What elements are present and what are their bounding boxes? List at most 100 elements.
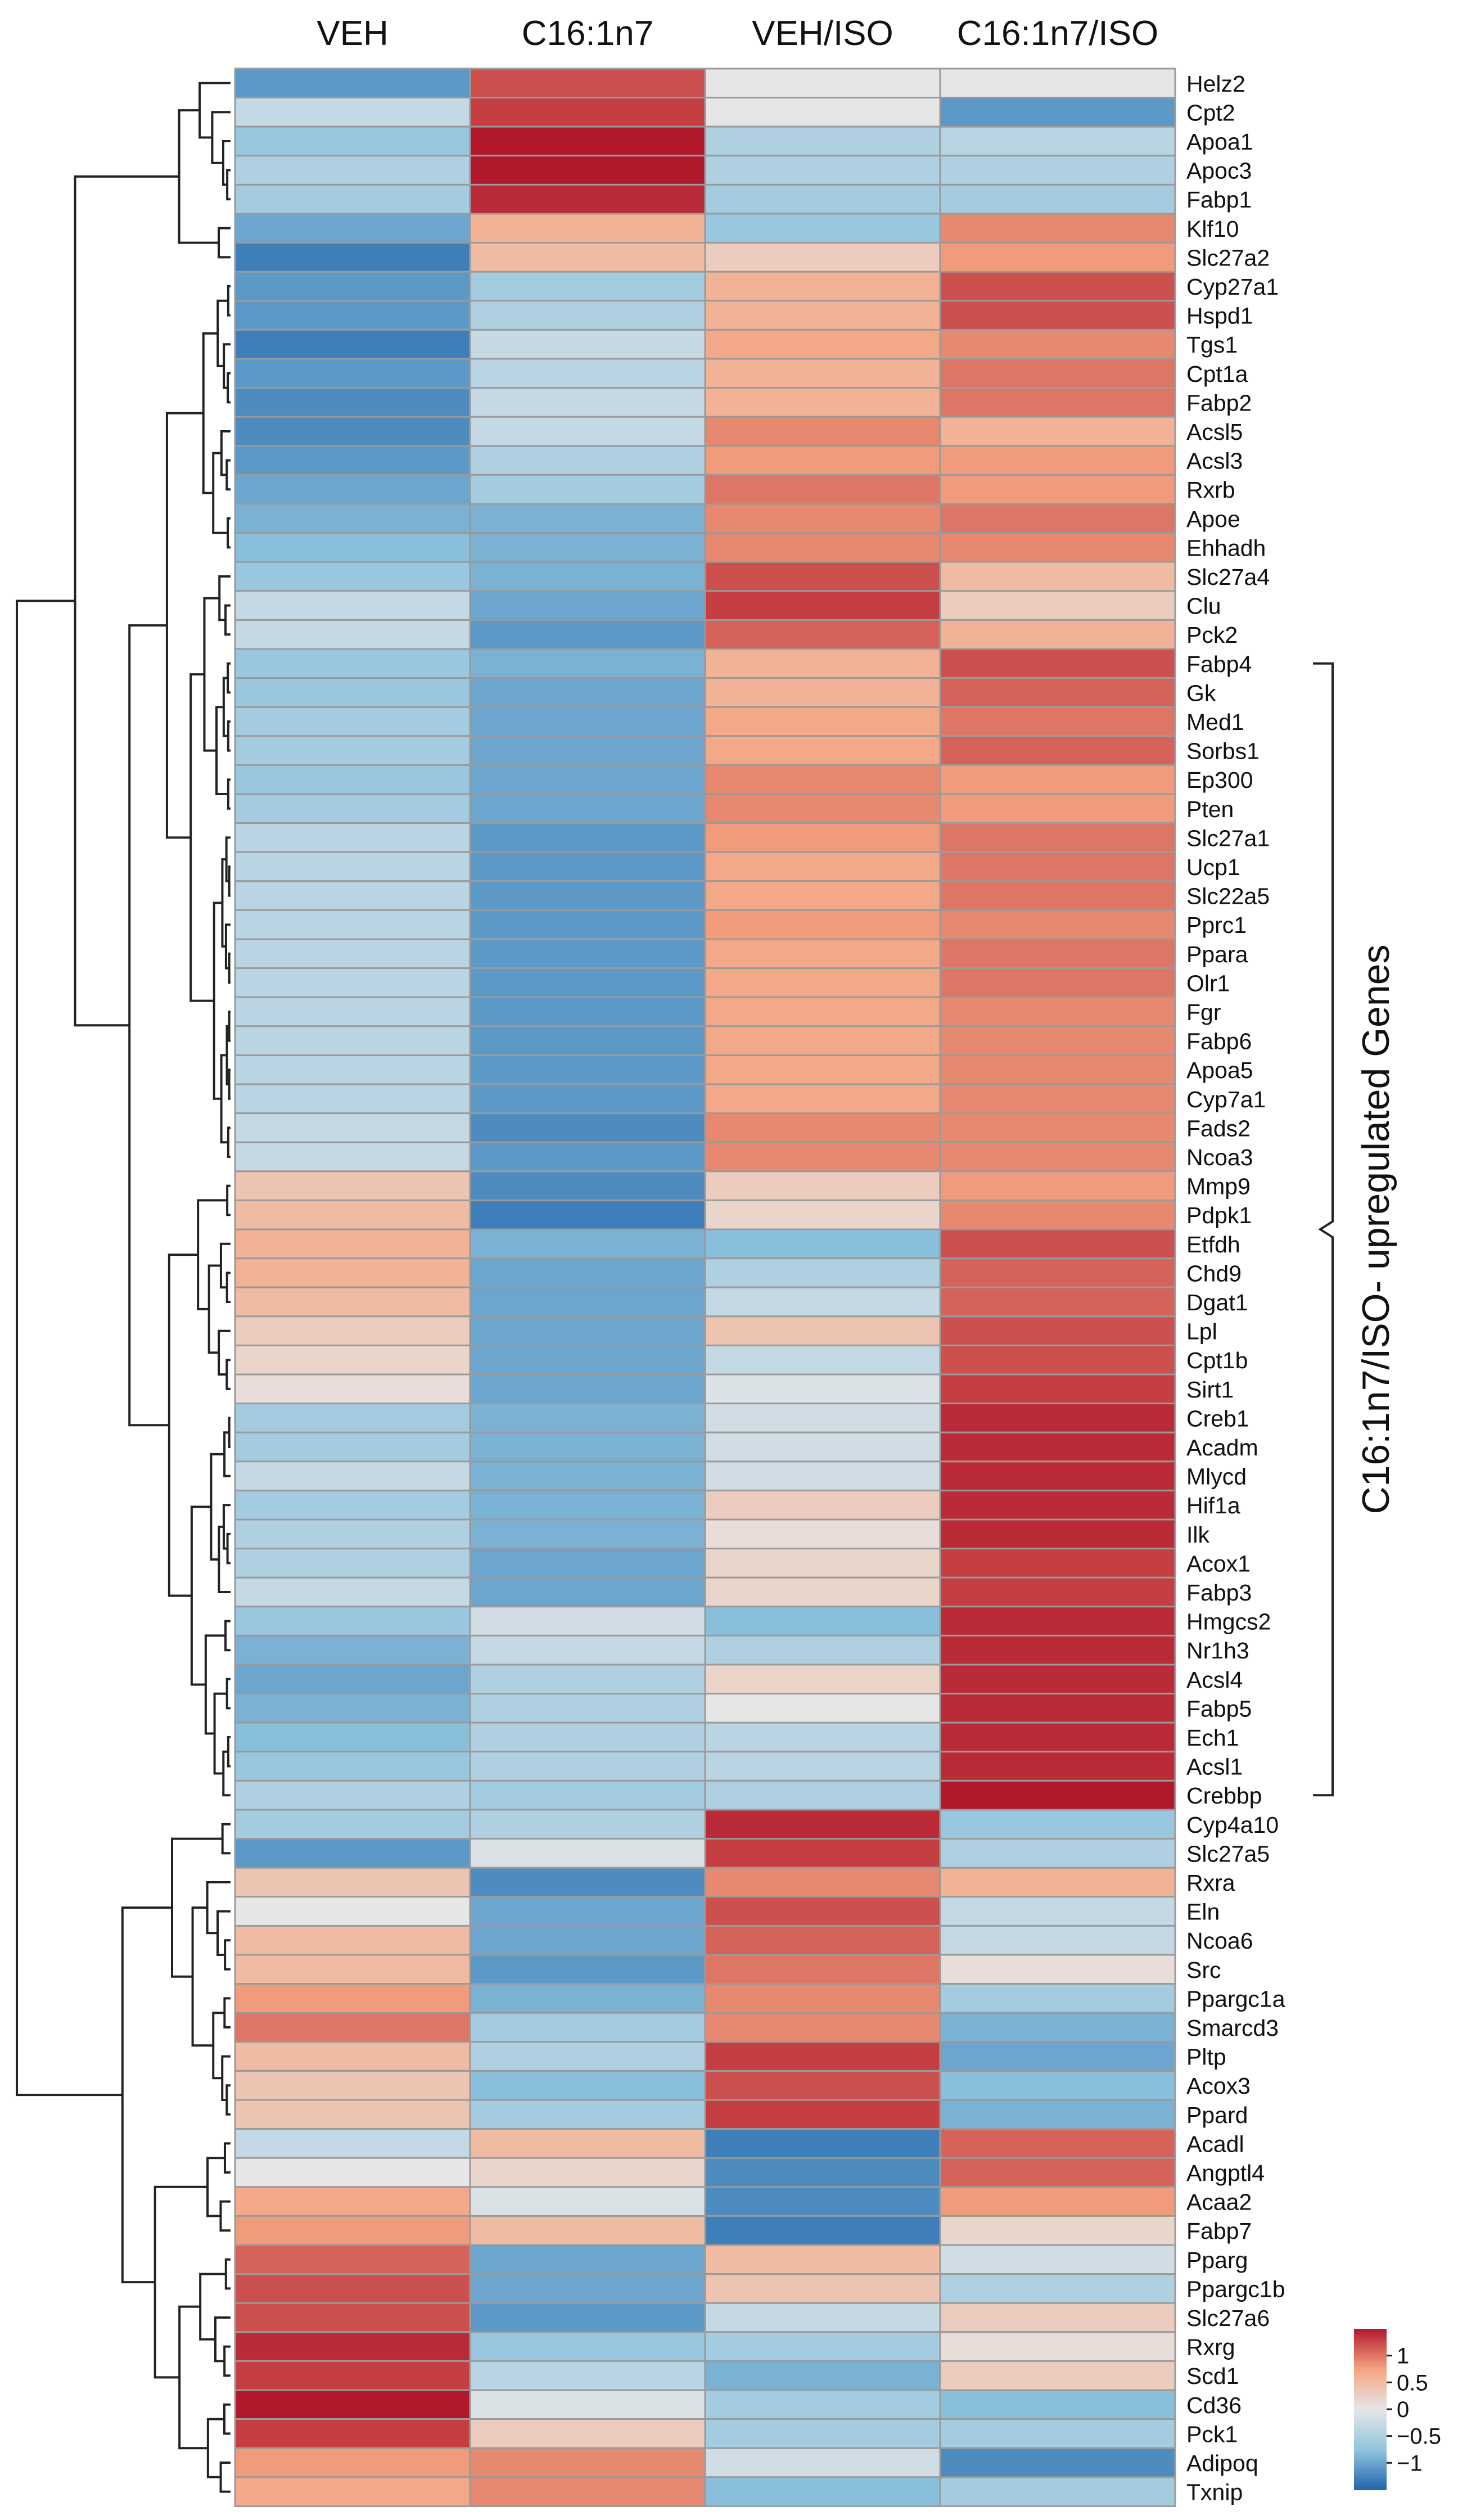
heatmap-cell <box>939 474 1176 505</box>
gene-label: Apoe <box>1186 506 1240 532</box>
heatmap-cell <box>704 1954 941 1985</box>
gene-label: Pparg <box>1186 2247 1248 2273</box>
column-labels: VEH C16:1n7 VEH/ISO C16:1n7/ISO <box>317 14 1158 53</box>
heatmap-cell <box>704 561 941 592</box>
heatmap-cell <box>234 328 471 360</box>
gene-label: Slc22a5 <box>1186 883 1270 909</box>
heatmap-cell <box>939 1693 1176 1724</box>
heatmap-cell <box>939 1867 1176 1898</box>
gene-label: Acsl3 <box>1186 448 1243 474</box>
legend-gradient-strip <box>1354 2436 1387 2440</box>
legend-gradient-strip <box>1354 2404 1387 2408</box>
heatmap-cell <box>939 851 1176 882</box>
legend-tick-label: 1 <box>1397 2344 1409 2369</box>
dendrogram-branch <box>222 1504 231 1550</box>
heatmap-cell <box>469 2244 706 2275</box>
heatmap-cell <box>939 1954 1176 1985</box>
heatmap-cell <box>704 300 941 331</box>
heatmap-cell <box>469 2389 706 2420</box>
gene-label: Lpl <box>1186 1319 1217 1345</box>
heatmap-cell <box>704 445 941 476</box>
heatmap-cell <box>469 1779 706 1811</box>
heatmap-cell <box>469 2012 706 2043</box>
heatmap-cell <box>939 387 1176 418</box>
dendrogram-branch <box>227 372 231 404</box>
heatmap-cell <box>939 503 1176 534</box>
heatmap-cell <box>939 1373 1176 1405</box>
heatmap-cell <box>704 242 941 273</box>
heatmap-cell <box>234 851 471 882</box>
heatmap-cell <box>234 125 471 157</box>
heatmap-cell <box>469 2099 706 2130</box>
gene-label: Ncoa6 <box>1186 1928 1253 1954</box>
heatmap-cell <box>234 648 471 679</box>
heatmap-cell <box>234 1924 471 1956</box>
legend-gradient-strip <box>1354 2385 1387 2388</box>
gene-label: Fabp3 <box>1186 1580 1252 1606</box>
heatmap-cell <box>939 1983 1176 2014</box>
heatmap-cell <box>704 648 941 679</box>
heatmap-cell <box>469 619 706 650</box>
dendrogram-branch <box>227 517 231 549</box>
heatmap-cell <box>234 1838 471 1869</box>
heatmap-cell <box>939 1664 1176 1695</box>
heatmap-cell <box>234 1199 471 1230</box>
dendrogram-branch <box>225 1025 229 1085</box>
gene-label: Olr1 <box>1186 970 1230 996</box>
heatmap-cell <box>234 2476 471 2507</box>
heatmap-cell <box>704 67 941 99</box>
dendrogram-branch <box>220 430 231 476</box>
dendrogram-branch <box>199 2273 226 2341</box>
heatmap-cell <box>234 300 471 331</box>
legend-gradient-strip <box>1354 2455 1387 2458</box>
legend-gradient-strip <box>1354 2345 1387 2348</box>
dendrogram-branch <box>223 2403 231 2435</box>
heatmap-cell <box>939 445 1176 476</box>
heatmap-cell <box>704 2012 941 2043</box>
gene-label: Dgat1 <box>1186 1290 1248 1315</box>
dendrogram-branch <box>211 111 231 164</box>
heatmap-cell <box>234 1170 471 1201</box>
heatmap-cell <box>234 387 471 418</box>
heatmap-cell <box>234 97 471 128</box>
dendrogram-branch <box>227 1736 231 1768</box>
gene-label: Rxra <box>1186 1870 1235 1896</box>
legend-gradient-strip <box>1354 2449 1387 2453</box>
heatmap-cell <box>939 2447 1176 2478</box>
heatmap-cell <box>704 1054 941 1085</box>
gene-label: Med1 <box>1186 709 1244 735</box>
heatmap-cell <box>704 764 941 795</box>
heatmap-cell <box>704 1403 941 1433</box>
heatmap-cell <box>704 1867 941 1898</box>
column-label: C16:1n7 <box>522 14 653 53</box>
heatmap-cell <box>939 213 1176 244</box>
gene-label: Cyp27a1 <box>1186 274 1279 300</box>
legend-gradient-strip <box>1354 2342 1387 2346</box>
heatmap-cell <box>469 1460 706 1491</box>
gene-label: Acadl <box>1186 2131 1244 2157</box>
heatmap-cell <box>939 532 1176 563</box>
heatmap-cell <box>704 2302 941 2333</box>
heatmap-cell <box>939 1838 1176 1869</box>
heatmap-cell <box>234 1721 471 1753</box>
heatmap-cell <box>704 1170 941 1201</box>
heatmap-cell <box>234 2041 471 2072</box>
column-label: VEH <box>317 14 388 53</box>
heatmap-cell <box>704 590 941 621</box>
heatmap-cell <box>939 416 1176 447</box>
heatmap-cell <box>939 1751 1176 1782</box>
heatmap-cell <box>939 1924 1176 1956</box>
heatmap-cell <box>939 822 1176 853</box>
heatmap-cell <box>234 822 471 853</box>
gene-label: Acsl1 <box>1186 1754 1243 1780</box>
dendrogram-branch <box>165 412 204 839</box>
heatmap-cell <box>704 1199 941 1230</box>
dendrogram-branch <box>224 1939 231 1971</box>
heatmap-cell <box>704 2273 941 2304</box>
heatmap-cell <box>704 1460 941 1491</box>
dendrogram-branch <box>204 1634 226 1735</box>
heatmap-cell <box>234 1779 471 1811</box>
heatmap-cell <box>939 706 1176 737</box>
dendrogram-branch <box>226 169 231 201</box>
